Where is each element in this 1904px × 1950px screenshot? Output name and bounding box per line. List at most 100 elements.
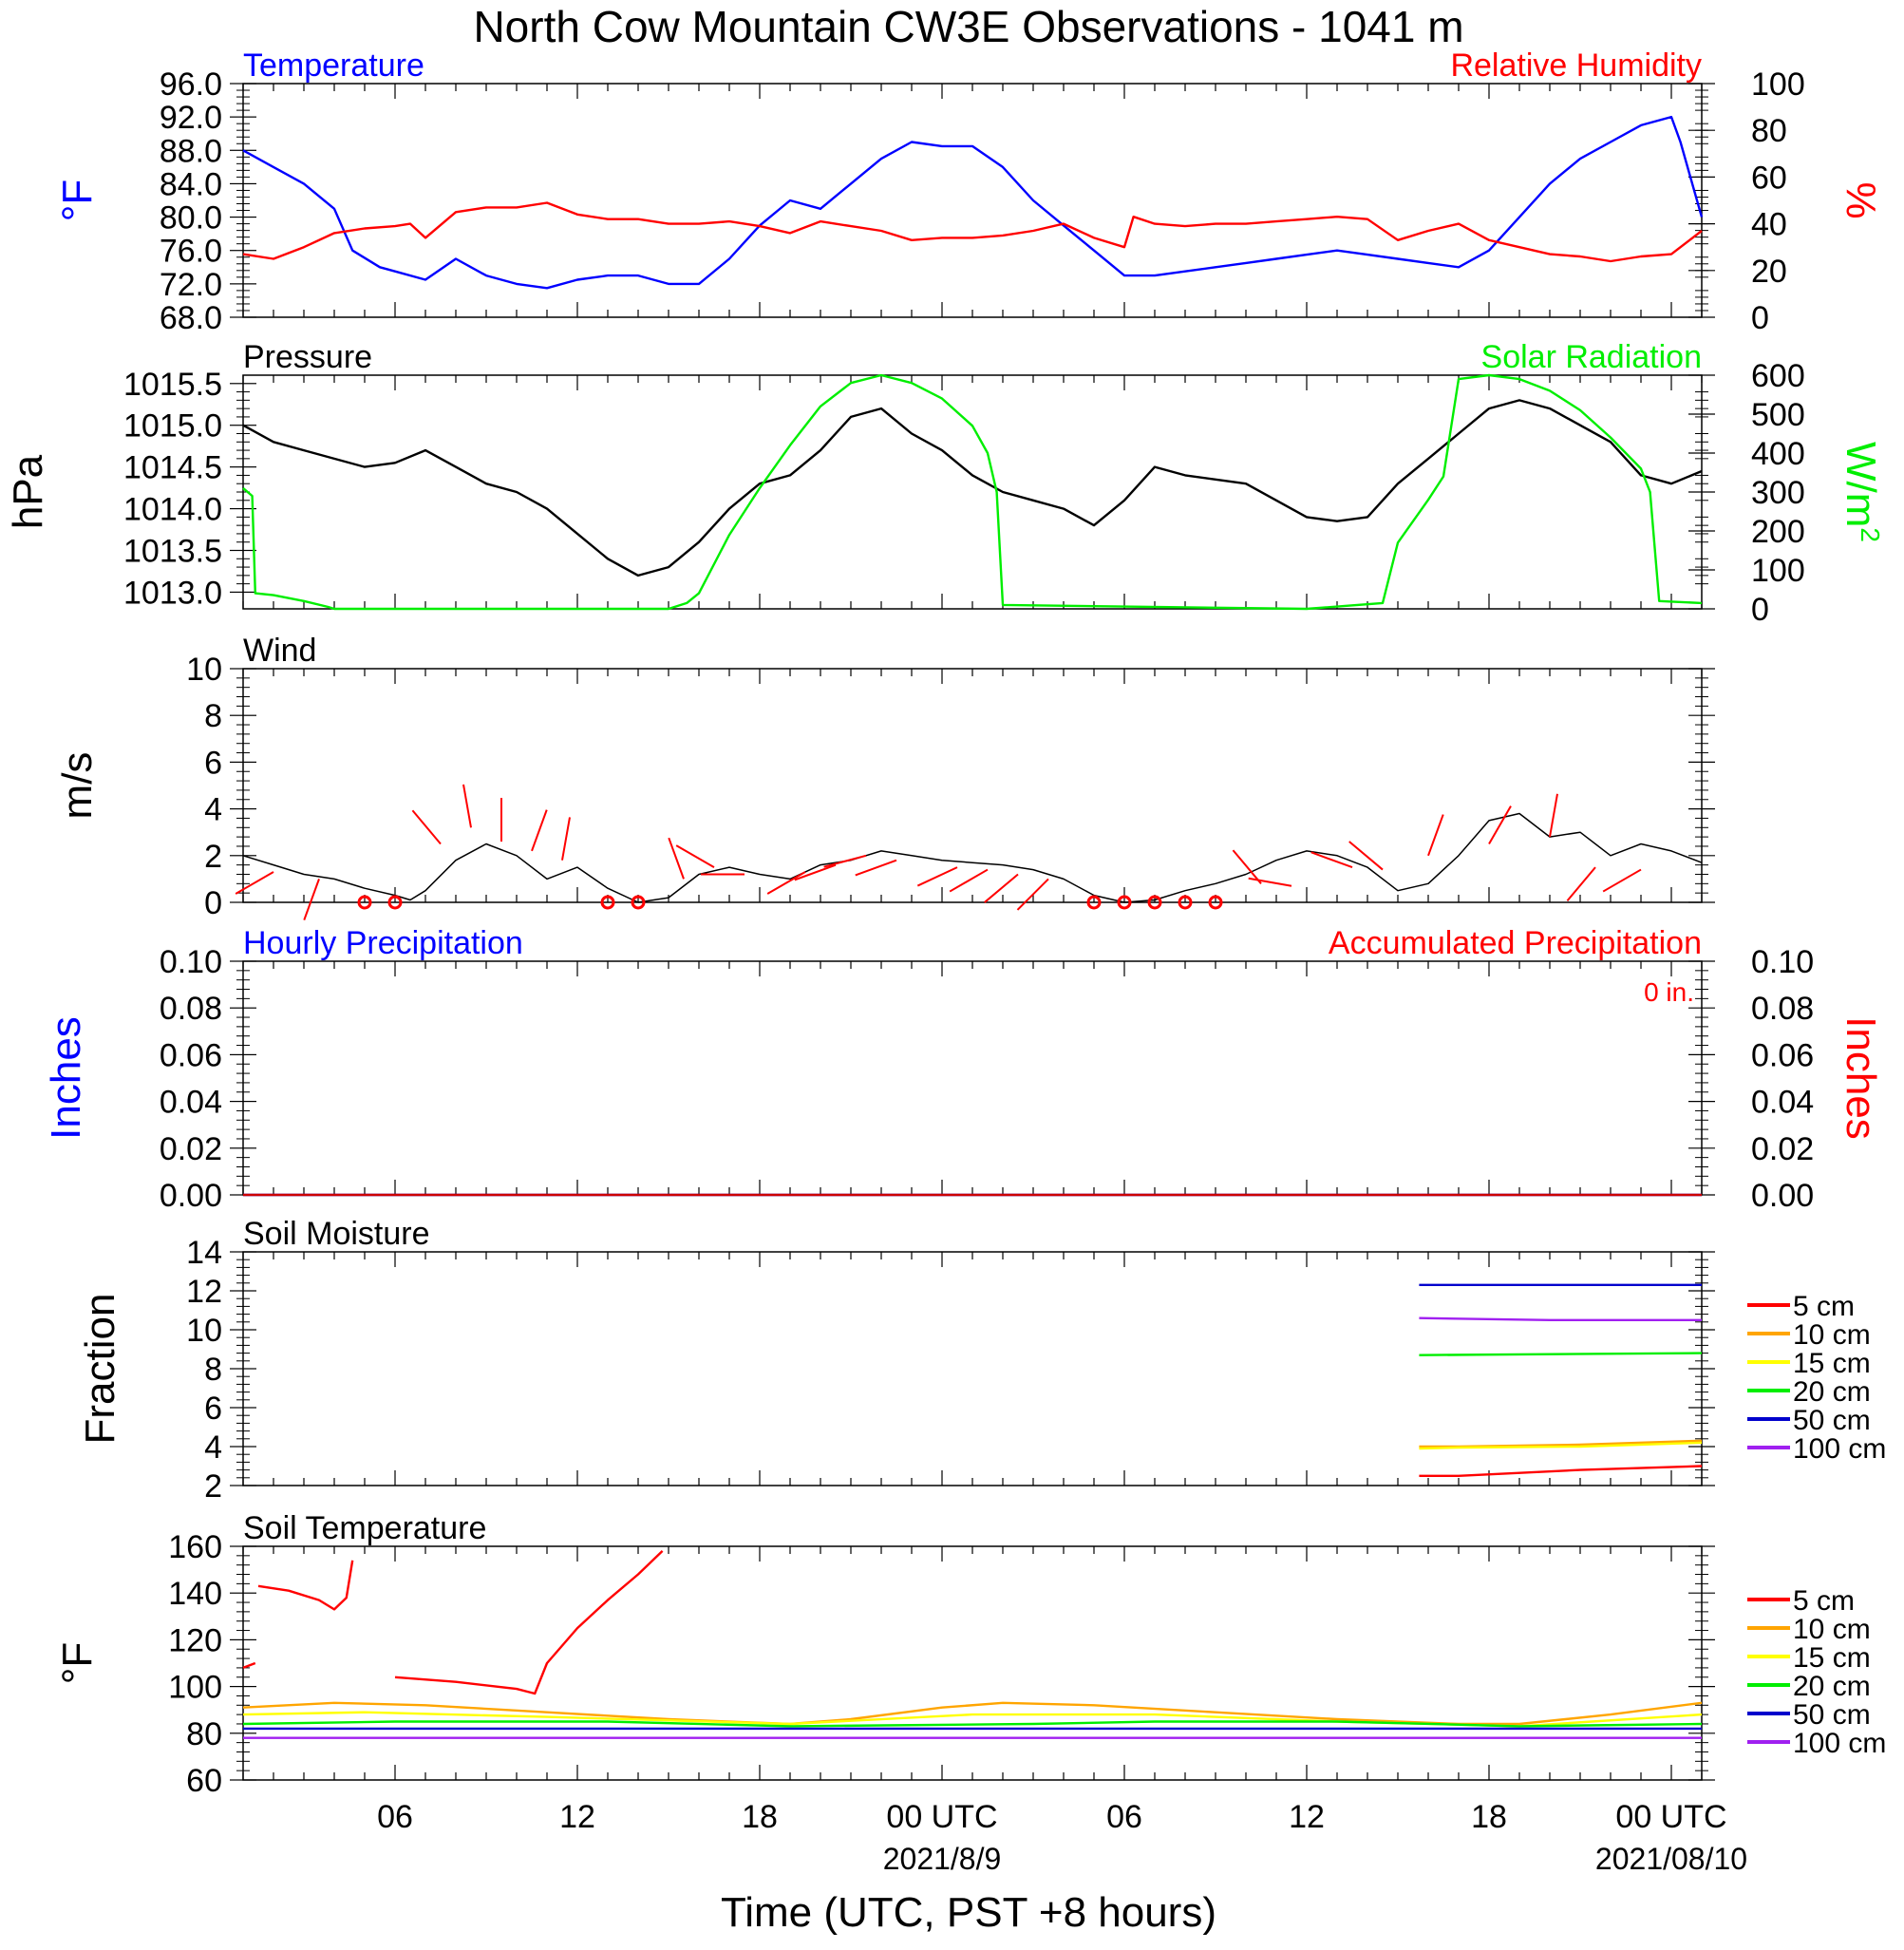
legend-label: 20 cm — [1793, 1376, 1871, 1408]
y-tick-label-left: 100 — [168, 1670, 222, 1706]
x-axis-label: Time (UTC, PST +8 hours) — [721, 1889, 1216, 1936]
y-tick-label-left: 1015.0 — [123, 408, 222, 445]
series-line — [1419, 1441, 1703, 1450]
y-tick-label-right: 60 — [1751, 160, 1787, 196]
plot-frame — [242, 1545, 1703, 1781]
panel-title: Soil Temperature — [243, 1510, 486, 1546]
legend-label: 5 cm — [1793, 1585, 1855, 1617]
series-line — [242, 1701, 1703, 1726]
legend-label: 50 cm — [1793, 1405, 1871, 1436]
y-tick-label-left: 1015.5 — [123, 367, 222, 403]
series-line — [1419, 1439, 1703, 1448]
wind-barb — [235, 871, 274, 895]
wind-barb — [1016, 878, 1049, 911]
wind-barb — [1549, 793, 1558, 838]
legend-label: 100 cm — [1793, 1433, 1886, 1465]
y-tick-label-left: 6 — [204, 1391, 222, 1427]
wind-barb — [1566, 866, 1596, 901]
legend-label: 100 cm — [1793, 1728, 1886, 1759]
y-tick-label-left: 0.06 — [160, 1037, 222, 1073]
chart-panels: 68.072.076.080.084.088.092.096.002040608… — [5, 47, 1886, 1876]
wind-barb — [675, 844, 715, 868]
wind-barb — [823, 854, 867, 868]
x-tick-label: 00 UTC — [886, 1799, 997, 1835]
y-tick-label-left: 0.10 — [160, 944, 222, 980]
y-axis-label-right: % — [1838, 181, 1884, 218]
y-tick-label-right: 0.06 — [1751, 1037, 1814, 1073]
y-tick-label-left: 0.02 — [160, 1131, 222, 1167]
y-tick-label-left: 80.0 — [160, 200, 222, 237]
x-tick-label: 00 UTC — [1615, 1799, 1726, 1835]
precip-total-annotation: 0 in. — [1644, 977, 1694, 1007]
y-tick-label-right: 20 — [1751, 254, 1787, 290]
y-tick-label-right: 0.08 — [1751, 991, 1814, 1027]
panel-wind: 0 2 4 6 8 10 Wind m/s — [54, 633, 1715, 921]
x-tick-label: 12 — [559, 1799, 595, 1835]
y-tick-label-left: 1013.5 — [123, 534, 222, 570]
y-tick-label-left: 88.0 — [160, 133, 222, 169]
y-tick-label-left: 80 — [186, 1716, 222, 1752]
y-tick-label-left: 8 — [204, 1352, 222, 1388]
y-tick-label-left: 1013.0 — [123, 575, 222, 611]
wind-barb — [303, 879, 320, 920]
y-tick-label-right: 300 — [1751, 475, 1805, 511]
y-tick-label-left: 1014.0 — [123, 492, 222, 528]
calm-wind-marker — [1117, 895, 1132, 910]
calm-wind-marker — [1208, 895, 1223, 910]
y-tick-label-left: 10 — [186, 1313, 222, 1349]
wind-barb — [949, 868, 989, 893]
panel-title: Soil Moisture — [243, 1216, 430, 1252]
panel-title: Wind — [243, 633, 316, 669]
panel-title-right: Relative Humidity — [1450, 47, 1702, 84]
y-tick-label-left: 8 — [204, 698, 222, 734]
series-line — [242, 373, 1703, 611]
y-tick-label-left: 12 — [186, 1274, 222, 1310]
x-tick-label: 18 — [742, 1799, 778, 1835]
y-tick-label-left: 140 — [168, 1576, 222, 1612]
y-tick-label-left: 2 — [204, 1468, 222, 1505]
series-line — [1419, 1352, 1703, 1356]
y-tick-label-left: 60 — [186, 1763, 222, 1799]
series-line — [242, 1720, 1703, 1728]
y-tick-label-left: 160 — [168, 1529, 222, 1565]
y-axis-label-left: m/s — [54, 752, 101, 820]
wind-barb — [1602, 868, 1642, 893]
y-tick-label-left: 92.0 — [160, 100, 222, 136]
wind-barb — [668, 837, 685, 880]
y-axis-label-left: °F — [54, 180, 101, 221]
x-tick-label: 06 — [377, 1799, 413, 1835]
chart-title: North Cow Mountain CW3E Observations - 1… — [473, 2, 1463, 51]
y-axis-label-left: Fraction — [77, 1294, 123, 1445]
wind-barb — [855, 859, 897, 877]
wind-barb — [984, 873, 1019, 903]
series-line — [242, 812, 1703, 903]
series-line — [1419, 1465, 1703, 1477]
y-tick-label-right: 40 — [1751, 207, 1787, 243]
x-date-label: 2021/8/9 — [883, 1842, 1002, 1876]
y-tick-label-right: 0 — [1751, 592, 1769, 628]
panel-precip: 0.00 0.02 0.04 0.06 0.08 0.10 0.00 0.02 0.04 0.06… — [43, 925, 1884, 1214]
legend-label: 10 cm — [1793, 1614, 1871, 1645]
y-tick-label-left: 72.0 — [160, 267, 222, 303]
wind-barb — [1310, 851, 1353, 869]
y-axis-label-left: °F — [54, 1642, 101, 1684]
panel-press_solar: 1013.0 1013.5 1014.0 1014.5 1015.0 1015.5 0100… — [5, 339, 1886, 628]
y-tick-label-left: 68.0 — [160, 300, 222, 336]
calm-wind-marker — [600, 895, 615, 910]
y-tick-label-right: 600 — [1751, 358, 1805, 394]
y-tick-label-right: 80 — [1751, 113, 1787, 149]
y-tick-label-left: 0 — [204, 885, 222, 921]
plot-frame — [242, 83, 1703, 318]
y-tick-label-left: 14 — [186, 1235, 222, 1271]
y-tick-label-right: 100 — [1751, 66, 1805, 103]
plot-frame — [242, 668, 1703, 903]
y-axis-label-left: hPa — [5, 454, 51, 529]
series-line — [242, 1550, 664, 1695]
wind-barb — [766, 871, 806, 895]
plot-frame — [242, 374, 1703, 610]
y-tick-label-left: 1014.5 — [123, 450, 222, 486]
legend-label: 5 cm — [1793, 1291, 1855, 1322]
x-date-label: 2021/08/10 — [1595, 1842, 1747, 1876]
panel-title-left: Pressure — [243, 339, 372, 375]
